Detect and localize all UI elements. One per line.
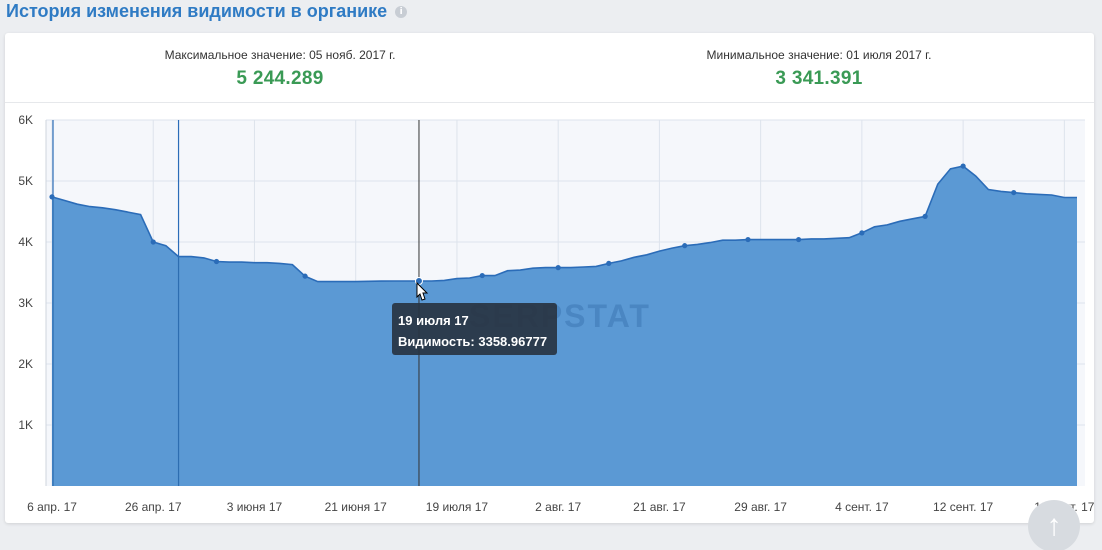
chart-tooltip: 19 июля 17 Видимость: 3358.96777: [392, 303, 557, 355]
y-tick-label: 6K: [18, 113, 33, 127]
y-tick-label: 5K: [18, 174, 33, 188]
data-point: [479, 272, 485, 279]
x-tick-label: 19 июля 17: [426, 500, 489, 514]
y-tick-label: 2K: [18, 357, 33, 371]
data-point: [555, 265, 561, 271]
data-point: [49, 194, 55, 200]
tooltip-value: Видимость: 3358.96777: [398, 334, 548, 349]
data-point: [745, 236, 751, 243]
max-stat-value: 5 244.289: [236, 68, 324, 89]
x-tick-label: 2 авг. 17: [535, 500, 581, 514]
y-tick-label: 3K: [18, 296, 33, 310]
data-point: [213, 258, 220, 265]
data-point: [682, 243, 688, 249]
x-tick-label: 21 авг. 17: [633, 500, 686, 514]
x-tick-label: 12 сент. 17: [933, 500, 993, 514]
hand-cursor-icon: [416, 281, 429, 301]
x-tick-label: 6 апр. 17: [27, 500, 77, 514]
data-point: [1011, 189, 1017, 196]
data-point: [150, 239, 156, 245]
tooltip-date: 19 июля 17: [398, 313, 469, 328]
max-stat-label: Максимальное значение: 05 нояб. 2017 г.: [164, 48, 396, 62]
data-point: [606, 260, 612, 266]
x-tick-label: 3 июня 17: [227, 500, 283, 514]
x-tick-label: 4 сент. 17: [835, 500, 889, 514]
arrow-up-icon: ↑: [1046, 509, 1062, 542]
scroll-up-button[interactable]: ↑: [1028, 500, 1080, 550]
data-point: [859, 230, 865, 236]
data-point: [302, 273, 308, 279]
visibility-line: [51, 165, 1077, 283]
data-point: [960, 163, 966, 169]
page-title: История изменения видимости в органике i: [6, 1, 408, 22]
x-tick-label: 29 авг. 17: [734, 500, 787, 514]
info-icon[interactable]: i: [395, 5, 408, 18]
min-stat-value: 3 341.391: [775, 68, 863, 89]
x-tick-label: 26 апр. 17: [125, 500, 182, 514]
max-stat: Максимальное значение: 05 нояб. 2017 г. …: [80, 48, 480, 90]
y-tick-label: 4K: [18, 235, 33, 249]
page-title-text: История изменения видимости в органике: [6, 1, 388, 21]
x-tick-label: 21 июня 17: [325, 500, 388, 514]
data-point: [922, 213, 928, 219]
stats-panel: Максимальное значение: 05 нояб. 2017 г. …: [5, 33, 1094, 103]
min-stat-label: Минимальное значение: 01 июля 2017 г.: [706, 48, 932, 62]
min-stat: Минимальное значение: 01 июля 2017 г. 3 …: [619, 48, 1019, 90]
data-point: [796, 236, 802, 243]
visibility-area: [52, 166, 1077, 486]
y-tick-label: 1K: [18, 418, 33, 432]
